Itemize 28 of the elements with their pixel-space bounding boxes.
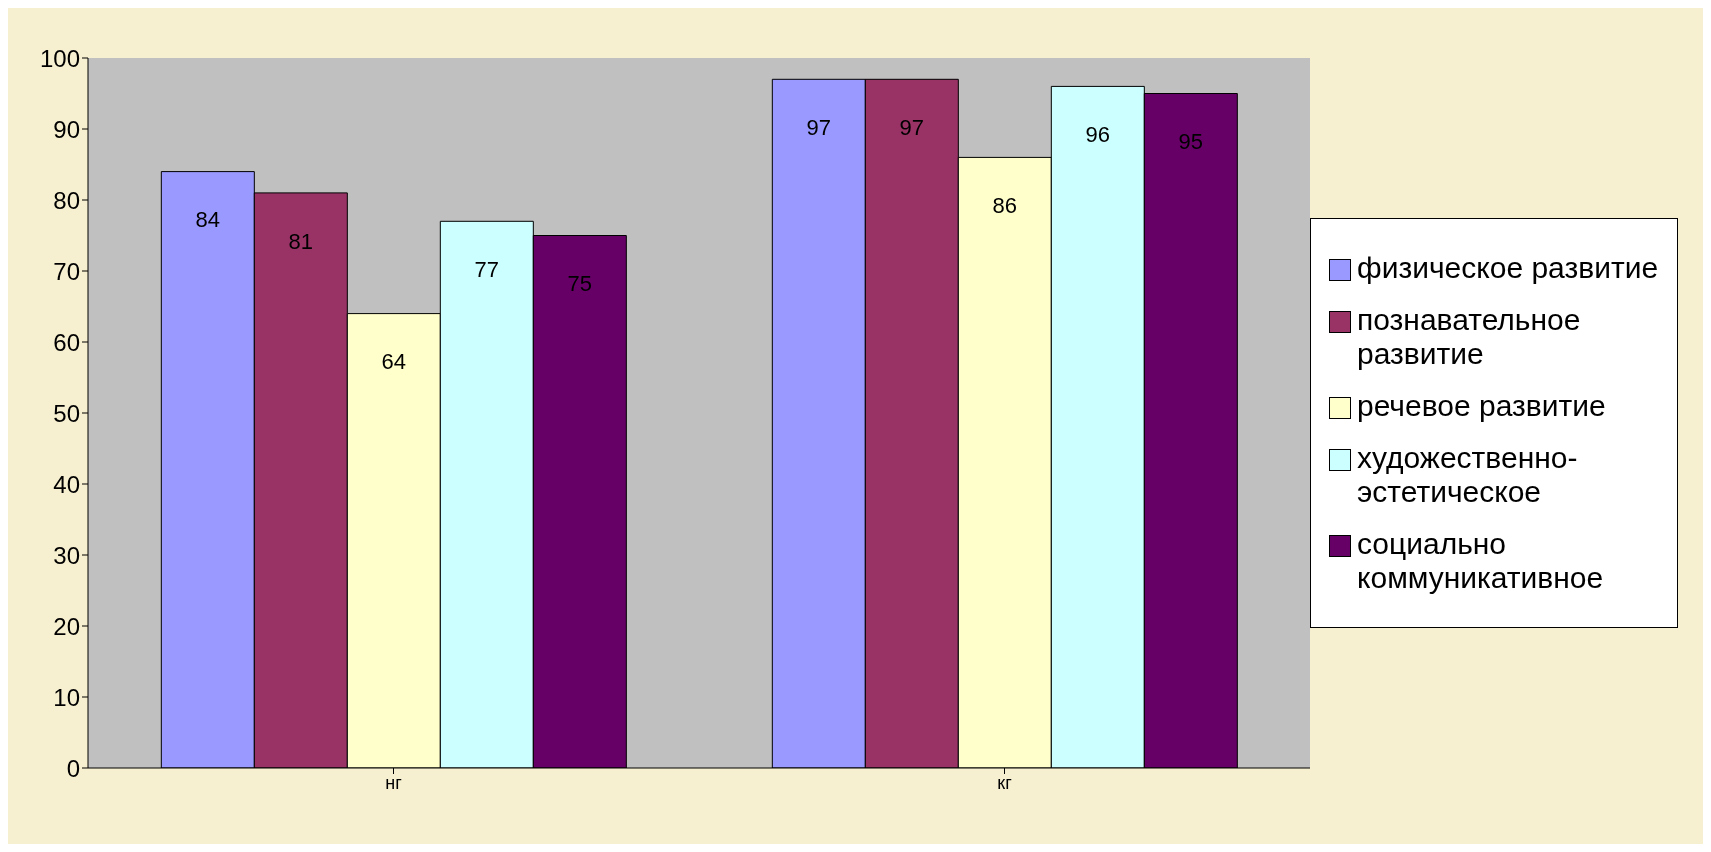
y-tick-label: 100 [39,44,80,72]
x-tick-label: нг [385,772,403,793]
data-label: 97 [899,114,925,140]
data-label: 95 [1178,129,1204,155]
y-tick-label: 90 [53,115,80,143]
data-label: 64 [381,349,407,375]
y-tick-label: 60 [53,328,80,356]
y-tick-label: 70 [53,257,80,285]
y-tick-label: 10 [53,683,80,711]
legend-label: физическое развитие [1357,251,1659,285]
y-tick-label: 30 [53,541,80,569]
data-label: 97 [806,114,832,140]
y-tick-label: 0 [66,754,80,782]
y-tick-label: 80 [53,186,80,214]
data-label: 96 [1085,122,1111,148]
y-tick-label: 50 [53,399,80,427]
data-label: 86 [992,193,1018,219]
legend-label: социально коммуникативное [1357,527,1605,595]
x-tick-label: кг [997,772,1013,793]
data-label: 75 [567,271,593,297]
data-label: 77 [474,256,500,282]
legend-label: речевое развитие [1357,389,1606,423]
y-tick-label: 40 [53,470,80,498]
data-label: 84 [195,207,221,233]
data-label: 81 [288,228,314,254]
y-tick-label: 20 [53,612,80,640]
legend-label: познавательное развитие [1357,303,1582,371]
legend-label: художественно-эстетическое [1357,441,1579,509]
